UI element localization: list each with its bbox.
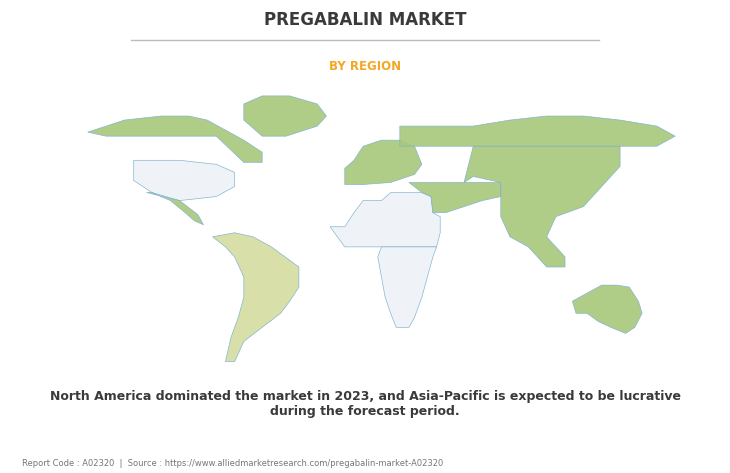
Text: BY REGION: BY REGION [329,60,401,73]
Text: Report Code : A02320  |  Source : https://www.alliedmarketresearch.com/pregabali: Report Code : A02320 | Source : https://… [22,459,443,468]
Text: North America dominated the market in 2023, and Asia-Pacific is expected to be l: North America dominated the market in 20… [50,390,680,418]
Text: PREGABALIN MARKET: PREGABALIN MARKET [264,11,466,29]
